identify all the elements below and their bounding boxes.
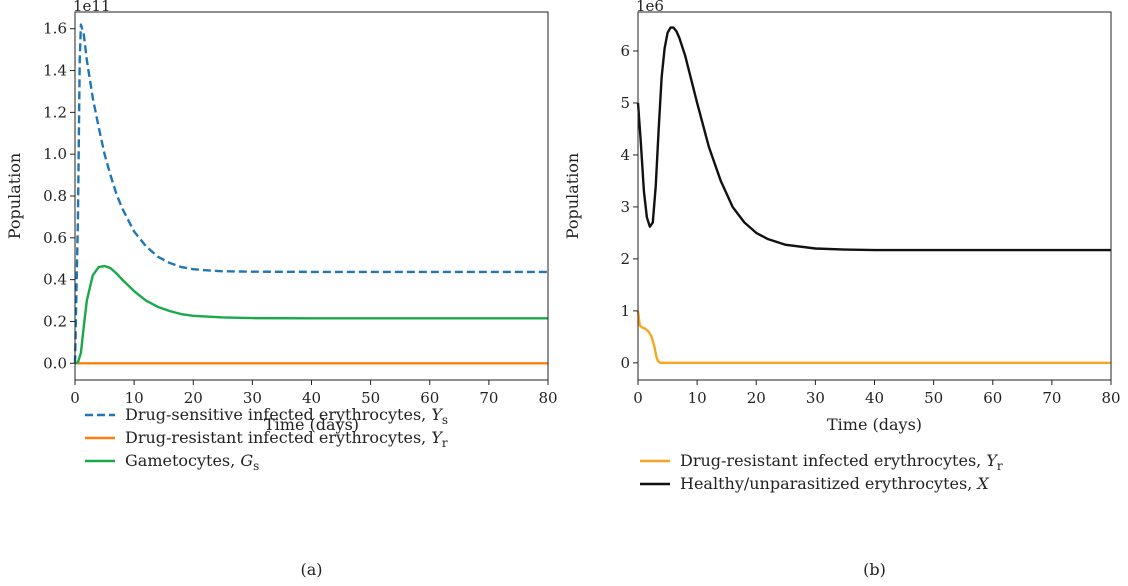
y-tick-label: 3 bbox=[620, 198, 630, 216]
x-tick-label: 50 bbox=[361, 389, 380, 407]
x-tick-label: 0 bbox=[70, 389, 80, 407]
series-line-1 bbox=[73, 23, 548, 364]
plot-frame bbox=[74, 11, 549, 381]
chart-panel-a: 0 10 20 30 40 50 60 70 80 0.0 0.2 0.4 0.6 0.8 1.0 1.2 1.… bbox=[5, 0, 558, 579]
series-line-1 bbox=[636, 310, 1111, 365]
x-tick-label: 80 bbox=[1101, 389, 1120, 407]
x-tick-label: 20 bbox=[184, 389, 203, 407]
y-axis-label: Population bbox=[563, 153, 582, 239]
axis-offset-text: 1e6 bbox=[636, 0, 664, 15]
y-tick-label: 0.0 bbox=[43, 354, 67, 372]
legend-entry: Gametocytes, Gs bbox=[125, 451, 259, 473]
x-tick-label: 0 bbox=[633, 389, 643, 407]
y-tick-label: 0.6 bbox=[43, 229, 67, 247]
legend: Drug-sensitive infected erythrocytes, Ys… bbox=[85, 405, 448, 473]
legend-entry: Healthy/unparasitized erythrocytes, X bbox=[680, 474, 989, 493]
series-line-2 bbox=[636, 26, 1111, 252]
x-tick-label: 40 bbox=[865, 389, 884, 407]
y-tick-label: 4 bbox=[620, 146, 630, 164]
y-axis-label: Population bbox=[5, 153, 24, 239]
panel-label: (a) bbox=[300, 560, 322, 579]
y-tick-label: 5 bbox=[620, 94, 630, 112]
y-tick-label: 1.0 bbox=[43, 145, 67, 163]
x-tick-label: 70 bbox=[479, 389, 498, 407]
y-tick-label: 1.4 bbox=[43, 62, 67, 80]
panel-label: (b) bbox=[863, 560, 886, 579]
y-tick-label: 0.8 bbox=[43, 187, 67, 205]
chart-panel-b: 0 10 20 30 40 50 60 70 80 0 1 2 3 4 5 6 1e6 Time (days) Po… bbox=[563, 0, 1121, 579]
y-tick-label: 6 bbox=[620, 42, 630, 60]
legend: Drug-resistant infected erythrocytes, Yr… bbox=[640, 451, 1003, 493]
x-tick-label: 60 bbox=[420, 389, 439, 407]
x-tick-label: 50 bbox=[924, 389, 943, 407]
x-tick-label: 60 bbox=[983, 389, 1002, 407]
x-tick-label: 10 bbox=[125, 389, 144, 407]
x-tick-label: 80 bbox=[538, 389, 557, 407]
axis-offset-text: 1e11 bbox=[73, 0, 111, 15]
legend-entry: Drug-resistant infected erythrocytes, Yr bbox=[125, 428, 448, 450]
y-tick-label: 1.2 bbox=[43, 103, 67, 121]
x-axis-label: Time (days) bbox=[827, 415, 922, 434]
legend-entry: Drug-resistant infected erythrocytes, Yr bbox=[680, 451, 1003, 473]
y-tick-label: 0.2 bbox=[43, 312, 67, 330]
x-tick-label: 30 bbox=[243, 389, 262, 407]
x-axis-label: Time (days) bbox=[264, 415, 359, 434]
x-tick-label: 20 bbox=[747, 389, 766, 407]
x-tick-label: 40 bbox=[302, 389, 321, 407]
y-tick-label: 0 bbox=[620, 354, 630, 372]
y-tick-label: 2 bbox=[620, 250, 630, 268]
x-tick-label: 30 bbox=[806, 389, 825, 407]
plot-frame bbox=[637, 11, 1112, 381]
y-tick-label: 1.6 bbox=[43, 20, 67, 38]
y-tick-label: 1 bbox=[620, 302, 630, 320]
legend-entry: Drug-sensitive infected erythrocytes, Ys bbox=[125, 405, 448, 427]
x-tick-label: 70 bbox=[1042, 389, 1061, 407]
series-line-3 bbox=[74, 264, 548, 365]
x-tick-label: 10 bbox=[688, 389, 707, 407]
y-tick-label: 0.4 bbox=[43, 271, 67, 289]
